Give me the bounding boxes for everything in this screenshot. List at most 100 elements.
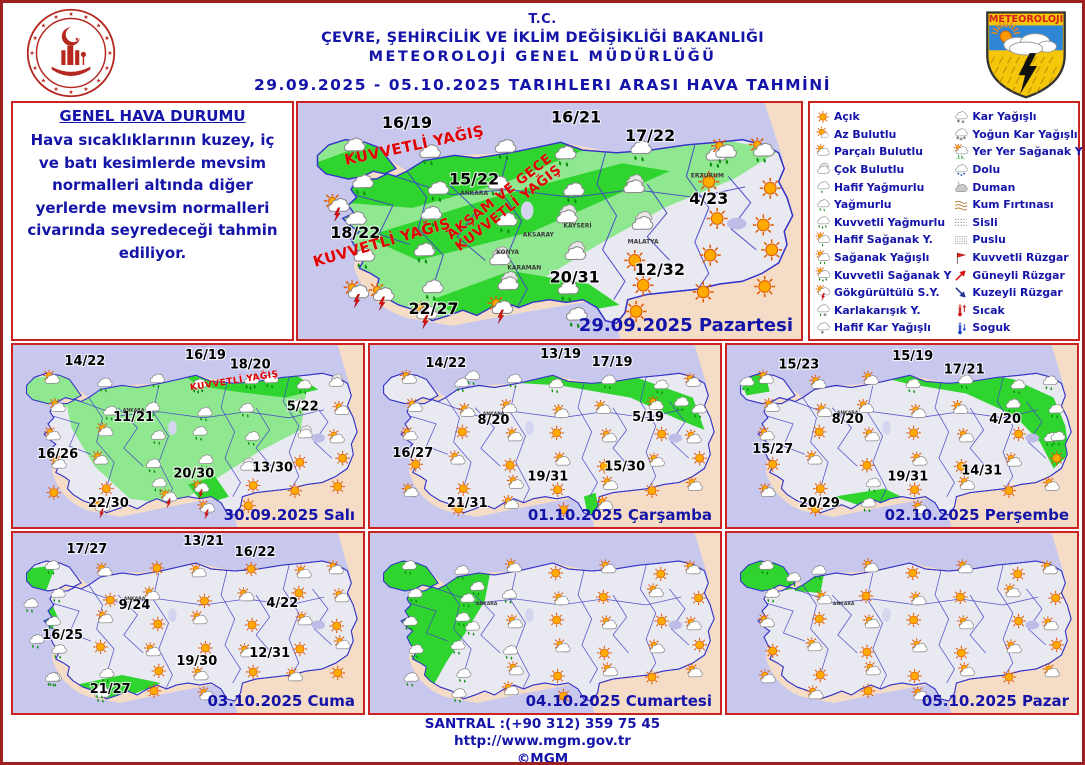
sun-icon [906, 668, 923, 684]
lrain-icon [815, 179, 831, 195]
svg-text:★: ★ [104, 35, 109, 42]
legend-item-label: Sağanak Yağışlı [834, 251, 930, 265]
sun-icon [859, 644, 875, 660]
header-ministry: ÇEVRE, ŞEHİRCİLİK VE İKLİM DEĞİŞİKLİĞİ B… [321, 30, 764, 46]
sun-icon [691, 450, 708, 467]
sun-icon [596, 645, 613, 661]
legend-item-label: Hafif Kar Yağışlı [834, 321, 931, 335]
sun-icon [691, 637, 708, 653]
temp-label: 14/31 [961, 463, 1002, 478]
svg-text:★: ★ [53, 14, 58, 21]
footer-copyright: ©MGM [516, 750, 569, 765]
svg-text:★: ★ [29, 50, 34, 57]
sun-icon [455, 480, 472, 497]
temp-label: 13/30 [252, 460, 293, 475]
temp-label: 13/19 [540, 347, 581, 362]
temp-label: 21/27 [90, 682, 131, 697]
svg-text:★: ★ [96, 23, 101, 30]
sun-icon [653, 613, 670, 629]
legend-item: Kuvvetli Sağanak Y [815, 266, 951, 284]
sun-icon [905, 612, 922, 628]
temp-label: 15/27 [752, 442, 793, 457]
sun-icon [811, 611, 828, 627]
turkey-map-saturday: ANKARA [370, 533, 720, 713]
temp-label: 16/21 [551, 108, 601, 127]
sun-icon [334, 450, 351, 467]
city-label: KARAMAN [507, 264, 541, 271]
temp-label: 17/27 [66, 542, 107, 557]
legend-item: Sıcak [953, 302, 1082, 320]
temp-label: 16/19 [382, 113, 432, 132]
legend-item: Yağmurlu [815, 196, 951, 214]
sun-icon [196, 593, 213, 609]
sun-icon [150, 663, 167, 679]
temp-label: 17/22 [625, 126, 675, 145]
haze-icon [953, 232, 969, 248]
legend-item-label: Karlakarışık Y. [834, 303, 921, 317]
ministry-emblem-icon: ★ ★ ★ ★ ★ ★ ★ ★ ★ ★ ★ ★ ★ ★ ★ ★ ★ [23, 7, 119, 99]
legend-item-label: Kuvvetli Yağmurlu [834, 215, 946, 229]
rain-zone [365, 163, 670, 261]
general-weather-box: GENEL HAVA DURUMU Hava sıcaklıklarının k… [11, 101, 294, 341]
sun-icon [102, 592, 119, 608]
map-date-label: 03.10.2025 Cuma [207, 692, 355, 710]
city-label: AKSARAY [523, 232, 555, 239]
temp-label: 5/22 [287, 400, 319, 415]
temp-label: 19/31 [527, 470, 568, 485]
sun-icon [753, 275, 776, 298]
svg-text:★: ★ [32, 65, 37, 72]
page-header: T.C. ÇEVRE, ŞEHİRCİLİK VE İKLİM DEĞİŞİKL… [3, 3, 1082, 94]
sun-icon [548, 612, 565, 628]
legend-item: Parçalı Bulutlu [815, 143, 951, 161]
sun-icon [595, 589, 612, 605]
svg-text:★: ★ [83, 86, 88, 93]
rain-zone [859, 373, 1070, 469]
legend-item-label: Parçalı Bulutlu [834, 145, 923, 159]
map-date-label: 02.10.2025 Perşembe [884, 506, 1069, 524]
svg-text:★: ★ [75, 37, 80, 43]
map-monday: 16/19 16/21 17/22 4/23 15/22 18/22 12/32 20/31 2… [296, 101, 803, 341]
temp-label: 19/30 [176, 654, 217, 669]
sun-icon [244, 617, 260, 633]
legend-item: Hafif Yağmurlu [815, 178, 951, 196]
legend-item-label: Yağmurlu [834, 198, 892, 212]
city-label: ANKARA [833, 601, 855, 607]
turkey-map-tuesday: 14/22 16/19 18/20 5/22 11/21 16/26 13/30 20/30 2… [13, 345, 363, 527]
sun-icon [812, 667, 829, 683]
sun-icon [547, 565, 564, 581]
legend-item-label: Sıcak [972, 303, 1005, 317]
city-label: ANKARA [123, 408, 145, 414]
temp-label: 4/23 [689, 189, 728, 208]
temp-label: 18/20 [230, 357, 271, 372]
legend-item: Soguk [953, 319, 1082, 337]
sun-icon [764, 643, 781, 659]
sun-icon [549, 668, 566, 684]
map-date-label: 30.09.2025 Salı [223, 506, 355, 524]
temp-label: 22/27 [408, 299, 458, 318]
sun-icon [652, 566, 669, 582]
sun-icon [858, 588, 874, 604]
hsnow-icon [953, 126, 969, 142]
temp-label: 19/31 [887, 470, 928, 485]
temp-label: 16/25 [42, 628, 83, 643]
legend-item-label: Sisli [972, 215, 998, 229]
sun-icon [690, 590, 707, 606]
sun-icon [953, 645, 970, 661]
sun-icon [291, 641, 308, 657]
hshow-icon [815, 267, 831, 283]
legend-item-label: Duman [972, 180, 1016, 194]
sun-icon [752, 213, 775, 237]
temp-label: 16/19 [185, 348, 226, 363]
sun-icon [1048, 637, 1065, 653]
temp-label: 4/22 [266, 596, 298, 611]
map-sunday: ANKARA 05.10.2025 Pazar [725, 531, 1079, 715]
show-icon [815, 250, 831, 266]
temp-label: 13/21 [183, 534, 224, 549]
sun-icon [92, 639, 109, 655]
legend-item: Yer Yer Sağanak Y. [953, 143, 1082, 161]
legend-item-label: Güneyli Rüzgar [972, 268, 1065, 282]
temp-label: 11/21 [113, 410, 154, 425]
legend-item: Kar Yağışlı [953, 108, 1082, 126]
svg-text:★: ★ [107, 50, 112, 57]
legend-item: Çok Bulutlu [815, 161, 951, 179]
